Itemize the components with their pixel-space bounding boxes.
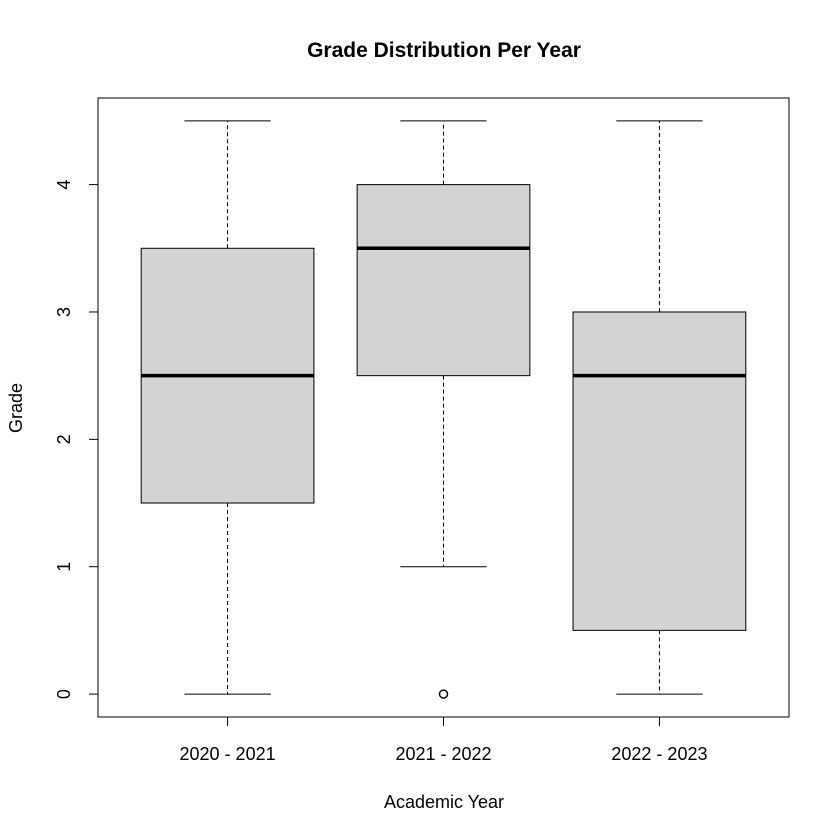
y-tick-label: 2 <box>54 434 74 444</box>
iqr-box <box>356 184 531 377</box>
box-group <box>356 120 531 699</box>
x-axis: 2020 - 2021 2021 - 2022 2022 - 2023 <box>180 716 707 764</box>
y-tick-label: 3 <box>54 307 74 317</box>
box-group <box>140 120 315 695</box>
y-tick-label: 4 <box>54 180 74 190</box>
box-group <box>572 120 747 695</box>
x-tick-label: 2022 - 2023 <box>611 744 707 764</box>
outlier-point <box>438 689 449 699</box>
chart-title: Grade Distribution Per Year <box>307 39 581 62</box>
y-tick-label: 1 <box>54 562 74 572</box>
x-tick-label: 2021 - 2022 <box>395 744 491 764</box>
y-tick-label: 0 <box>54 689 74 699</box>
x-axis-title: Academic Year <box>384 792 504 812</box>
y-axis-title: Grade <box>6 383 26 433</box>
y-axis: 0 1 2 3 4 <box>54 180 99 699</box>
iqr-box <box>572 311 747 631</box>
boxes-layer <box>140 120 747 699</box>
x-tick-label: 2020 - 2021 <box>180 744 276 764</box>
